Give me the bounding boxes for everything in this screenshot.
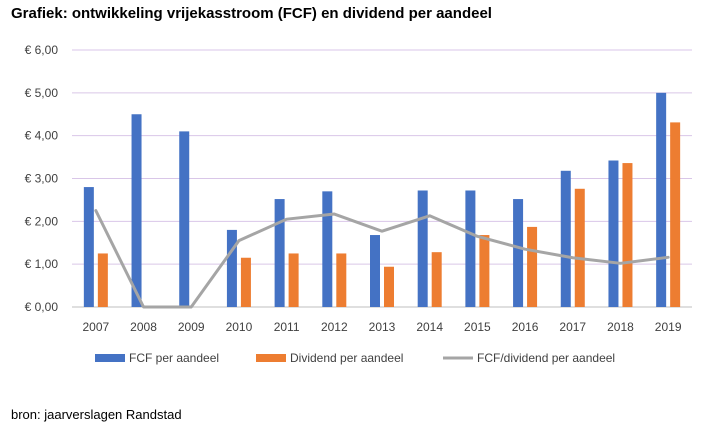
x-tick-label: 2019 xyxy=(655,320,682,334)
x-tick-label: 2013 xyxy=(369,320,396,334)
x-tick-label: 2007 xyxy=(82,320,109,334)
fcf-bar xyxy=(560,170,571,307)
source-note: bron: jaarverslagen Randstad xyxy=(11,407,182,422)
x-tick-label: 2014 xyxy=(416,320,443,334)
fcf-bar xyxy=(608,160,619,307)
dividend-bar xyxy=(384,266,394,307)
y-tick-label: € 1,00 xyxy=(25,257,59,271)
fcf-bar xyxy=(83,187,94,307)
y-tick-label: € 4,00 xyxy=(25,129,59,143)
dividend-bar xyxy=(574,188,585,307)
legend-swatch-dividend xyxy=(256,354,286,362)
fcf-bar xyxy=(274,199,285,307)
dividend-bar xyxy=(431,252,442,307)
fcf-bar xyxy=(322,191,333,307)
dividend-bar xyxy=(527,226,538,307)
fcf-bar xyxy=(370,235,380,307)
legend-swatch-fcf xyxy=(95,354,125,362)
x-tick-label: 2017 xyxy=(559,320,586,334)
x-tick-label: 2011 xyxy=(274,320,300,334)
dividend-bar xyxy=(336,253,347,307)
x-tick-label: 2008 xyxy=(130,320,157,334)
dividend-bar xyxy=(622,163,633,307)
x-tick-label: 2016 xyxy=(512,320,539,334)
dividend-bar xyxy=(670,122,681,307)
fcf-bar xyxy=(131,114,142,307)
legend-label-fcf-dividend: FCF/dividend per aandeel xyxy=(477,351,615,365)
fcf-bar xyxy=(226,229,237,307)
x-tick-label: 2012 xyxy=(321,320,348,334)
fcf-bar xyxy=(417,190,428,307)
dividend-bar xyxy=(288,253,299,307)
fcf-bar xyxy=(656,92,667,307)
x-tick-label: 2009 xyxy=(178,320,205,334)
y-tick-label: € 2,00 xyxy=(25,214,59,228)
legend-label-dividend: Dividend per aandeel xyxy=(290,351,403,365)
chart-title: Grafiek: ontwikkeling vrijekasstroom (FC… xyxy=(11,5,492,22)
y-tick-label: € 3,00 xyxy=(25,172,59,186)
x-tick-label: 2018 xyxy=(607,320,634,334)
y-tick-label: € 5,00 xyxy=(25,86,59,100)
y-tick-label: € 0,00 xyxy=(25,300,59,314)
dividend-bar xyxy=(240,257,251,307)
fcf-bar xyxy=(179,131,190,307)
fcf-bar xyxy=(465,190,476,307)
y-tick-label: € 6,00 xyxy=(25,43,59,57)
dividend-bar xyxy=(97,253,108,307)
x-tick-label: 2015 xyxy=(464,320,491,334)
x-tick-label: 2010 xyxy=(226,320,253,334)
dividend-bar xyxy=(479,235,490,307)
fcf-bar xyxy=(513,199,524,307)
legend-label-fcf: FCF per aandeel xyxy=(129,351,219,365)
